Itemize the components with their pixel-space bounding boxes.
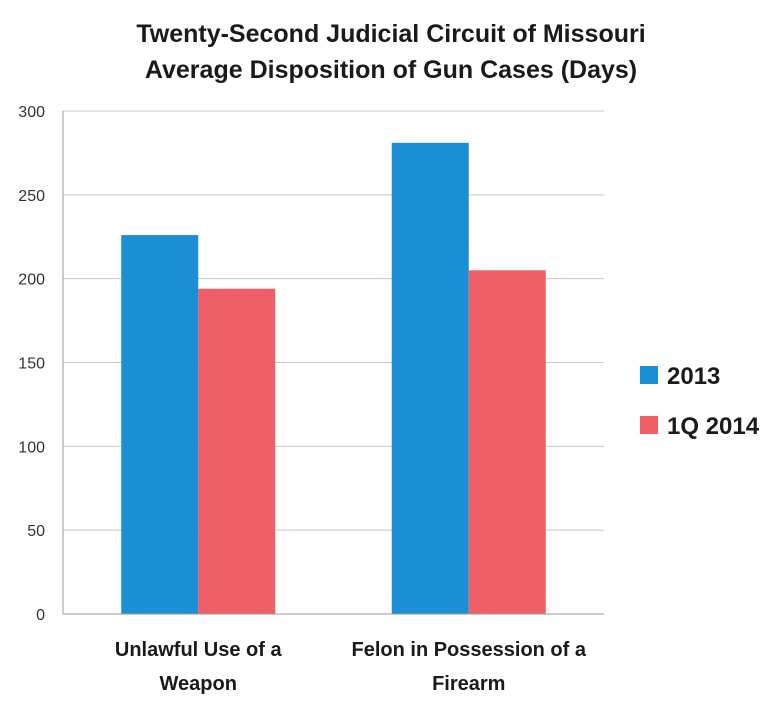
- y-tick-label: 0: [36, 607, 45, 624]
- legend-label: 1Q 2014: [667, 413, 760, 440]
- x-category-label: Unlawful Use of a: [115, 639, 283, 661]
- x-category-label: Felon in Possession of a: [352, 639, 587, 661]
- chart-title-line-1: Twenty-Second Judicial Circuit of Missou…: [136, 20, 645, 48]
- legend-swatch: [640, 366, 658, 384]
- bar-series-2: [468, 270, 546, 614]
- y-tick-label: 250: [18, 188, 45, 205]
- y-axis-ticks: 0 50 100 150 200 250 300: [18, 104, 45, 624]
- y-tick-label: 150: [18, 356, 45, 373]
- chart-title-line-2: Average Disposition of Gun Cases (Days): [145, 56, 637, 84]
- bar-series-2: [198, 288, 276, 614]
- x-category-label: Firearm: [432, 673, 505, 695]
- y-tick-label: 100: [18, 439, 45, 456]
- x-axis-labels: Unlawful Use of a Weapon Felon in Possessi…: [115, 639, 587, 695]
- y-tick-label: 50: [27, 523, 45, 540]
- y-tick-label: 300: [18, 104, 45, 121]
- bar-series-1: [391, 142, 469, 614]
- axes: [62, 111, 604, 615]
- bar-series-1: [121, 235, 199, 614]
- x-category-label: Weapon: [160, 673, 237, 695]
- y-tick-label: 200: [18, 272, 45, 289]
- legend-swatch: [640, 416, 658, 434]
- chart-title: Twenty-Second Judicial Circuit of Missou…: [136, 20, 645, 84]
- legend-label: 2013: [667, 363, 720, 390]
- legend: 2013 1Q 2014: [640, 363, 760, 440]
- bars: [121, 142, 546, 614]
